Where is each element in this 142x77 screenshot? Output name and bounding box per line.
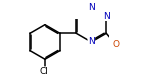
Text: Cl: Cl xyxy=(40,67,49,76)
Text: N: N xyxy=(103,12,110,21)
Text: N: N xyxy=(88,3,95,12)
Text: N: N xyxy=(88,37,95,46)
Text: O: O xyxy=(112,40,119,49)
